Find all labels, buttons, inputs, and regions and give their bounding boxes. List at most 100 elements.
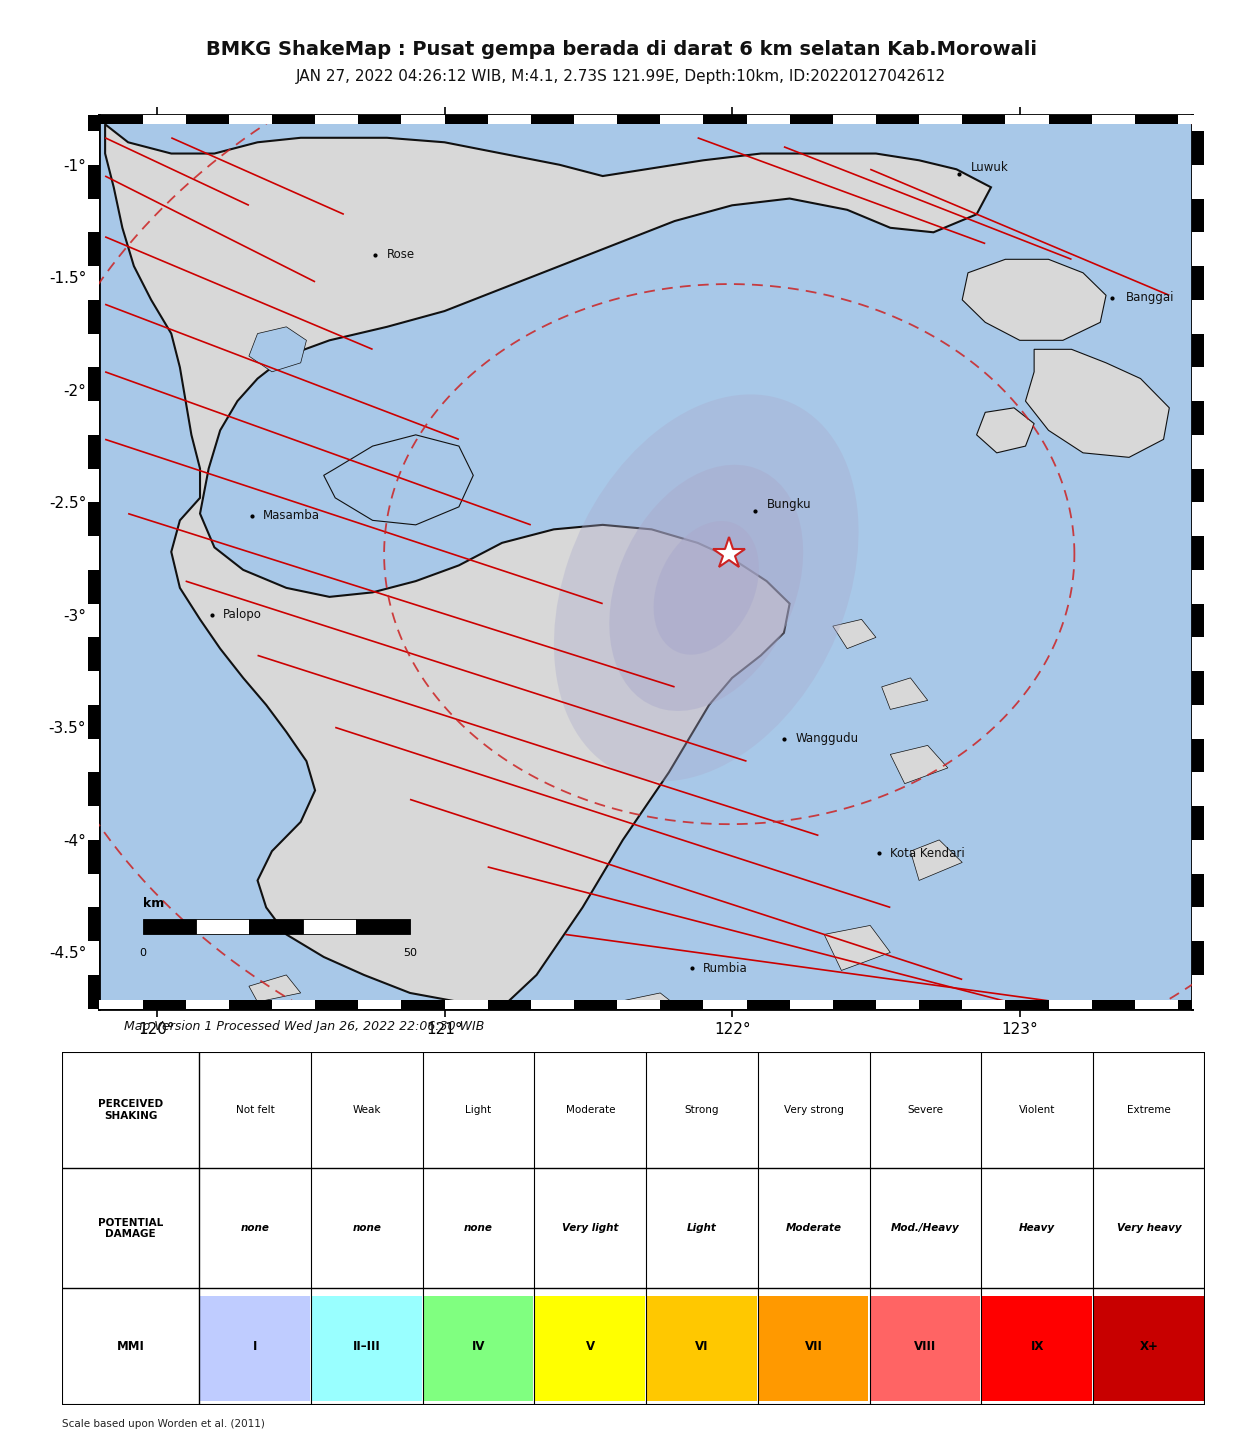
Ellipse shape xyxy=(554,395,858,781)
Text: Extreme: Extreme xyxy=(1126,1105,1171,1115)
Text: Very light: Very light xyxy=(561,1223,619,1233)
Text: II–III: II–III xyxy=(353,1340,381,1353)
Bar xyxy=(746,1000,790,1009)
Bar xyxy=(422,1295,533,1402)
Text: BMKG ShakeMap : Pusat gempa berada di darat 6 km selatan Kab.Morowali: BMKG ShakeMap : Pusat gempa berada di da… xyxy=(205,40,1037,59)
Bar xyxy=(88,536,99,569)
Bar xyxy=(703,1000,746,1009)
Text: VIII: VIII xyxy=(914,1340,936,1353)
Bar xyxy=(1092,115,1135,124)
Bar xyxy=(88,401,99,435)
Bar xyxy=(196,919,250,934)
Text: none: none xyxy=(353,1223,381,1233)
Text: Light: Light xyxy=(687,1223,717,1233)
Bar xyxy=(88,115,99,131)
Bar xyxy=(919,115,963,124)
Text: VII: VII xyxy=(805,1340,822,1353)
Bar xyxy=(617,1000,661,1009)
Bar xyxy=(1192,401,1203,435)
Bar xyxy=(574,1000,617,1009)
Bar xyxy=(143,919,196,934)
Polygon shape xyxy=(825,925,891,970)
Ellipse shape xyxy=(610,465,804,710)
Bar xyxy=(88,637,99,672)
Bar xyxy=(445,115,488,124)
Bar xyxy=(88,739,99,772)
Bar xyxy=(1192,468,1203,503)
Bar xyxy=(1192,199,1203,232)
Text: Not felt: Not felt xyxy=(236,1105,274,1115)
Bar xyxy=(88,604,99,637)
Polygon shape xyxy=(963,259,1107,340)
Text: Severe: Severe xyxy=(908,1105,944,1115)
Bar xyxy=(88,941,99,976)
Text: none: none xyxy=(241,1223,270,1233)
Bar xyxy=(1192,840,1203,873)
Bar xyxy=(88,232,99,267)
Bar xyxy=(1192,941,1203,976)
Bar xyxy=(88,772,99,806)
Polygon shape xyxy=(106,124,991,1001)
Polygon shape xyxy=(891,745,948,784)
Bar xyxy=(303,919,356,934)
Bar xyxy=(1192,367,1203,401)
Polygon shape xyxy=(617,993,681,1009)
Bar xyxy=(88,267,99,300)
Text: Wanggudu: Wanggudu xyxy=(795,732,858,745)
Text: VI: VI xyxy=(696,1340,709,1353)
Ellipse shape xyxy=(653,522,759,654)
Text: Violent: Violent xyxy=(1018,1105,1056,1115)
Bar xyxy=(445,1000,488,1009)
Text: IV: IV xyxy=(472,1340,486,1353)
Text: Very strong: Very strong xyxy=(784,1105,843,1115)
Bar xyxy=(88,840,99,873)
Text: Map Version 1 Processed Wed Jan 26, 2022 22:06:30 WIB: Map Version 1 Processed Wed Jan 26, 2022… xyxy=(124,1020,484,1033)
Bar xyxy=(1048,1000,1092,1009)
Bar xyxy=(530,115,574,124)
Text: Heavy: Heavy xyxy=(1020,1223,1056,1233)
Bar xyxy=(1192,267,1203,300)
Bar xyxy=(876,1000,919,1009)
Bar xyxy=(199,1295,309,1402)
Bar xyxy=(250,919,303,934)
Bar xyxy=(99,1000,143,1009)
Text: Moderate: Moderate xyxy=(565,1105,615,1115)
Text: JAN 27, 2022 04:26:12 WIB, M:4.1, 2.73S 121.99E, Depth:10km, ID:20220127042612: JAN 27, 2022 04:26:12 WIB, M:4.1, 2.73S … xyxy=(296,69,946,84)
Polygon shape xyxy=(882,677,928,709)
Polygon shape xyxy=(248,976,301,1001)
Bar xyxy=(1192,772,1203,806)
Bar xyxy=(1005,1000,1048,1009)
Bar xyxy=(1177,1000,1192,1009)
Text: PERCEIVED
SHAKING: PERCEIVED SHAKING xyxy=(98,1099,163,1121)
Bar xyxy=(185,115,229,124)
Bar xyxy=(1192,976,1203,1009)
Bar xyxy=(88,503,99,536)
Polygon shape xyxy=(976,408,1035,452)
Bar xyxy=(1192,536,1203,569)
Bar xyxy=(833,115,876,124)
Bar xyxy=(1093,1295,1203,1402)
Bar xyxy=(1192,569,1203,604)
Bar xyxy=(1192,873,1203,908)
Polygon shape xyxy=(324,435,473,525)
Bar xyxy=(88,976,99,1009)
Text: IX: IX xyxy=(1031,1340,1043,1353)
Bar xyxy=(1192,739,1203,772)
Bar xyxy=(88,468,99,503)
Bar xyxy=(488,115,530,124)
Bar xyxy=(646,1295,756,1402)
Text: I: I xyxy=(253,1340,257,1353)
Polygon shape xyxy=(1026,349,1169,457)
Text: Light: Light xyxy=(466,1105,492,1115)
Bar xyxy=(358,115,401,124)
Text: V: V xyxy=(586,1340,595,1353)
Bar xyxy=(488,1000,530,1009)
Bar xyxy=(1192,232,1203,267)
Bar xyxy=(1177,115,1192,124)
Polygon shape xyxy=(833,620,876,648)
Bar xyxy=(88,908,99,941)
Bar xyxy=(401,115,445,124)
Text: X+: X+ xyxy=(1139,1340,1159,1353)
Polygon shape xyxy=(910,840,963,880)
Bar xyxy=(358,1000,401,1009)
